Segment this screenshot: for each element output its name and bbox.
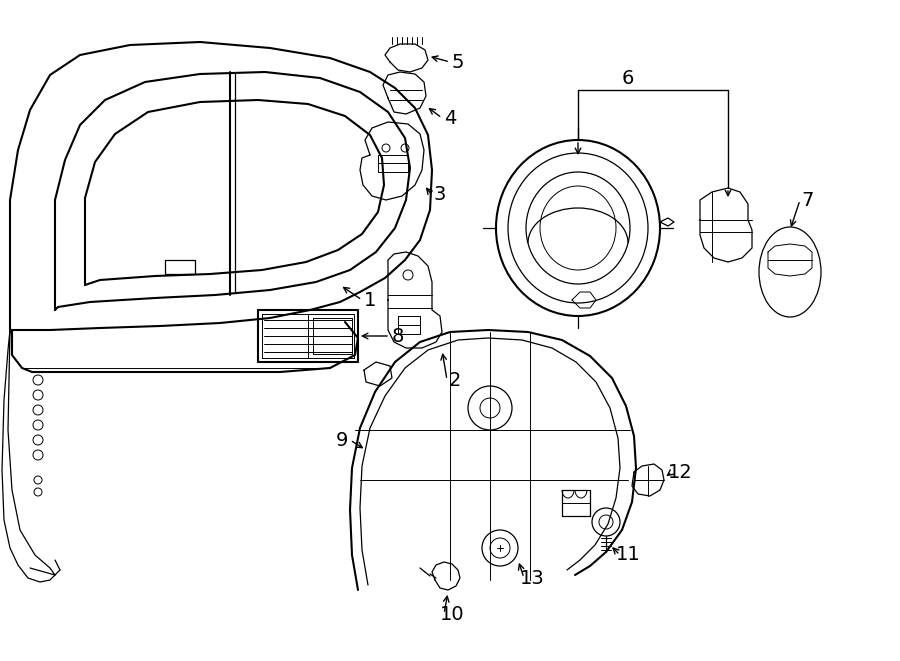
- Text: 4: 4: [444, 108, 456, 128]
- Text: 2: 2: [449, 371, 461, 389]
- Text: 1: 1: [364, 290, 376, 309]
- Text: 6: 6: [622, 69, 634, 87]
- Text: 8: 8: [392, 327, 404, 346]
- Text: 13: 13: [519, 568, 544, 588]
- Text: 5: 5: [452, 52, 464, 71]
- Text: 9: 9: [336, 430, 348, 449]
- Text: 12: 12: [668, 463, 692, 481]
- Text: 11: 11: [616, 545, 641, 564]
- Text: 7: 7: [802, 190, 814, 210]
- Text: 10: 10: [440, 605, 464, 623]
- Text: 3: 3: [434, 186, 446, 204]
